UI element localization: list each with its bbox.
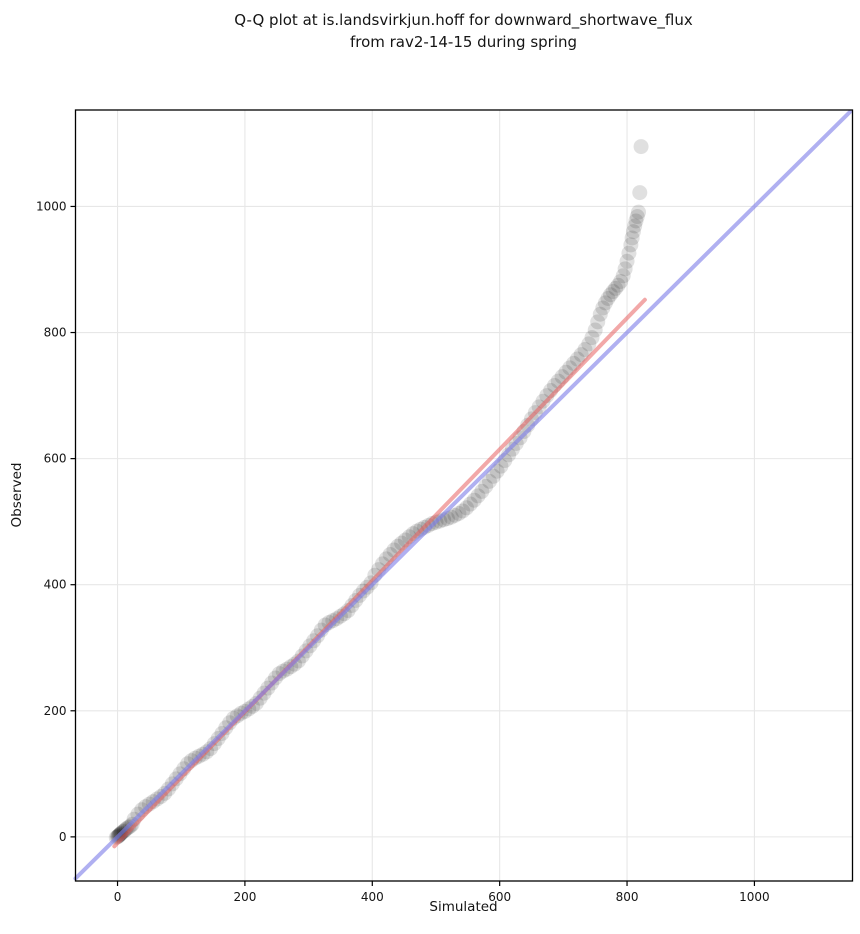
identity-line: [73, 109, 852, 881]
x-axis-label: Simulated: [429, 899, 498, 915]
scatter-point: [443, 509, 459, 525]
x-tick-label: 1000: [739, 890, 770, 904]
scatter-point: [466, 492, 482, 508]
y-tick-label: 800: [44, 326, 67, 340]
scatter-point: [597, 295, 613, 311]
chart-title-line1: Q-Q plot at is.landsvirkjun.hoff for dow…: [234, 11, 693, 29]
scatter-point: [290, 653, 306, 669]
scatter-point: [595, 300, 611, 316]
chart-title-line2: from rav2-14-15 during spring: [349, 33, 578, 51]
scatter-point: [590, 314, 606, 330]
scatter-point: [617, 261, 633, 277]
x-tick-label: 0: [114, 890, 122, 904]
scatter-point: [462, 496, 478, 512]
scatter-point: [455, 503, 471, 519]
x-tick-label: 800: [616, 890, 639, 904]
y-tick-label: 200: [44, 704, 67, 718]
y-tick-label: 0: [59, 830, 67, 844]
scatter-point: [610, 277, 626, 293]
scatter-point: [619, 253, 635, 269]
x-tick-label: 600: [488, 890, 511, 904]
scatter-point: [625, 224, 641, 240]
scatter-point: [627, 218, 643, 234]
scatter-point: [608, 280, 624, 296]
scatter-point: [584, 330, 600, 346]
scatter-point: [470, 488, 486, 504]
scatter-point: [631, 204, 647, 220]
scatter-point: [459, 500, 475, 516]
fit-line: [112, 297, 647, 849]
y-axis-label: Observed: [9, 462, 25, 528]
scatter-point: [587, 322, 603, 338]
scatter-point: [573, 347, 589, 363]
scatter-point: [248, 695, 264, 711]
scatter-point: [577, 342, 593, 358]
y-tick-label: 400: [44, 578, 67, 592]
scatter-point: [628, 213, 644, 229]
scatter-point: [474, 483, 490, 499]
scatter-point: [581, 336, 597, 352]
scatter-point: [623, 237, 639, 253]
scatter-point: [447, 507, 463, 523]
scatter-point: [613, 273, 629, 289]
chart-title: Q-Q plot at is.landsvirkjun.hoff for dow…: [75, 9, 852, 53]
scatter-point: [621, 245, 637, 261]
y-tick-label: 1000: [36, 199, 67, 213]
scatter-point: [504, 441, 520, 457]
scatter-point: [481, 473, 497, 489]
x-tick-label: 400: [361, 890, 384, 904]
scatter-point: [615, 268, 631, 284]
scatter-point: [451, 505, 467, 521]
scatter-point: [632, 185, 648, 201]
scatter-point: [485, 468, 501, 484]
scatter-point: [535, 393, 551, 409]
scatter-point: [633, 139, 649, 155]
scatter-point: [624, 230, 640, 246]
scatter-point: [605, 284, 621, 300]
y-tick-label: 600: [44, 452, 67, 466]
axes-spines: [74, 109, 854, 882]
scatter-point: [629, 209, 645, 225]
scatter-point: [478, 478, 494, 494]
scatter-point: [592, 306, 608, 322]
x-tick-label: 200: [233, 890, 256, 904]
scatter-point: [602, 287, 618, 303]
scatter-point: [600, 290, 616, 306]
